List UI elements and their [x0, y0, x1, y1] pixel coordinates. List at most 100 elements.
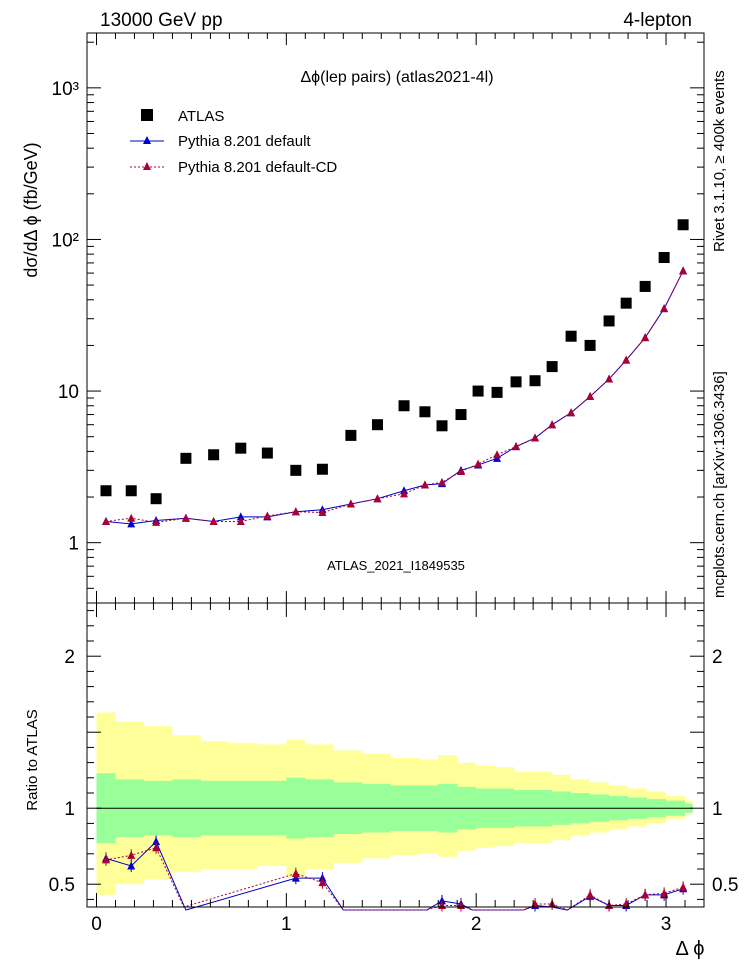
- x-tick-label: 1: [281, 914, 292, 935]
- x-tick-label: 2: [471, 914, 482, 935]
- data-point-default: [127, 519, 136, 528]
- data-point-atlas: [235, 442, 247, 454]
- series-line-default-cd: [105, 270, 684, 523]
- data-point-atlas: [125, 485, 137, 497]
- data-point-atlas: [180, 452, 192, 464]
- data-point-default-cd: [548, 420, 557, 429]
- ratio-panel: 0 1 2 3 0.5 0.5 1 1 2 2 Ratio to ATLAS Δ ϕ: [24, 602, 738, 960]
- data-point-atlas: [510, 376, 522, 388]
- data-point-default-cd: [209, 516, 218, 525]
- legend-cd-marker: [143, 162, 151, 170]
- data-point-atlas: [290, 464, 302, 476]
- mcplots-label: mcplots.cern.ch [arXiv:1306.3436]: [711, 371, 728, 598]
- data-point-atlas: [491, 386, 503, 398]
- ratio-marks: [96, 712, 693, 912]
- data-point-atlas: [371, 419, 383, 431]
- series-line-default: [105, 270, 684, 525]
- legend-atlas-label: ATLAS: [178, 108, 224, 125]
- data-point-atlas: [620, 297, 632, 309]
- ratio-point-default-cd: [318, 878, 327, 887]
- x-axis-label: Δ ϕ: [675, 938, 704, 960]
- data-point-atlas: [565, 330, 577, 342]
- data-point-default-cd: [263, 511, 272, 520]
- header-beam-label: 13000 GeV pp: [100, 10, 223, 31]
- data-point-atlas: [658, 252, 670, 264]
- data-point-atlas: [639, 280, 651, 292]
- data-point-default-cd: [622, 355, 631, 364]
- data-point-atlas: [261, 447, 273, 459]
- main-panel: 1 10 10² 10³ Δϕ(lep pairs) (atlas2021-4l) A…: [21, 32, 705, 604]
- data-point-default-cd: [531, 433, 540, 442]
- data-point-default-cd: [679, 266, 688, 275]
- data-point-atlas: [677, 219, 689, 231]
- data-point-default-cd: [474, 459, 483, 468]
- data-point-atlas: [436, 420, 448, 432]
- ratio-frame: [86, 602, 705, 908]
- main-y-tick-label: 10²: [52, 230, 79, 251]
- main-axes: 1 10 10² 10³: [52, 33, 704, 604]
- data-point-default-cd: [493, 450, 502, 459]
- ratio-axes: 0 1 2 3 0.5 0.5 1 1 2 2: [49, 603, 738, 935]
- data-point-atlas: [150, 493, 162, 505]
- legend-cd-label: Pythia 8.201 default-CD: [178, 159, 337, 176]
- main-y-tick-label: 10³: [52, 79, 79, 100]
- data-point-atlas: [100, 485, 112, 497]
- data-point-default-cd: [586, 392, 595, 401]
- data-point-atlas: [472, 385, 484, 397]
- data-point-default-cd: [346, 499, 355, 508]
- data-point-default: [236, 512, 245, 521]
- main-title: Δϕ(lep pairs) (atlas2021-4l): [300, 69, 493, 86]
- main-y-axis-label: dσ/dΔ ϕ (fb/GeV): [21, 142, 41, 277]
- data-point-atlas: [455, 409, 467, 421]
- ratio-point-default-cd: [531, 899, 540, 908]
- data-point-atlas: [398, 400, 410, 412]
- ratio-point-default-cd: [660, 888, 669, 897]
- data-point-atlas: [584, 339, 596, 351]
- ratio-point-default: [127, 861, 136, 870]
- data-point-default-cd: [512, 442, 521, 451]
- data-point-default-cd: [605, 374, 614, 383]
- data-point-default-cd: [373, 494, 382, 503]
- data-point-default-cd: [438, 477, 447, 486]
- ratio-point-default-cd: [679, 882, 688, 891]
- data-point-atlas: [316, 463, 328, 475]
- ratio-y-tick-label-right: 2: [712, 647, 723, 668]
- data-point-default-cd: [318, 508, 327, 517]
- ratio-y-tick-label: 2: [64, 647, 75, 668]
- ratio-line-default: [105, 840, 684, 911]
- data-point-default-cd: [400, 489, 409, 498]
- legend-atlas-marker: [141, 109, 153, 121]
- header-process-label: 4-lepton: [623, 10, 692, 31]
- rivet-version-label: Rivet 3.1.10, ≥ 400k events: [711, 70, 728, 252]
- data-point-atlas: [208, 449, 220, 461]
- ratio-y-tick-label-right: 1: [712, 799, 723, 820]
- ratio-point-default-cd: [641, 890, 650, 899]
- ratio-y-tick-label: 0.5: [49, 875, 75, 896]
- data-point-atlas: [419, 406, 431, 418]
- data-point-default-cd: [101, 516, 110, 525]
- data-point-default-cd: [456, 466, 465, 475]
- data-point-default-cd: [420, 480, 429, 489]
- main-y-tick-label: 10: [58, 382, 79, 403]
- main-marks: [100, 219, 689, 528]
- data-point-atlas: [603, 315, 615, 327]
- ratio-y-tick-label: 1: [64, 799, 75, 820]
- data-point-default-cd: [181, 513, 190, 522]
- ratio-point-default-cd: [291, 869, 300, 878]
- data-point-atlas: [546, 361, 558, 373]
- ratio-y-axis-label: Ratio to ATLAS: [24, 709, 41, 810]
- data-point-default-cd: [152, 517, 161, 526]
- data-point-default-cd: [567, 408, 576, 417]
- data-point-atlas: [529, 375, 541, 387]
- data-point-atlas: [345, 429, 357, 441]
- ratio-y-tick-label-right: 0.5: [712, 875, 738, 896]
- ratio-point-default-cd: [586, 890, 595, 899]
- ratio-point-default-cd: [127, 850, 136, 859]
- ratio-point-default-cd: [101, 855, 110, 864]
- data-point-default-cd: [660, 304, 669, 313]
- main-y-tick-label: 1: [68, 534, 79, 555]
- data-point-default-cd: [291, 507, 300, 516]
- data-point-default-cd: [236, 516, 245, 525]
- legend-default-marker: [143, 136, 151, 144]
